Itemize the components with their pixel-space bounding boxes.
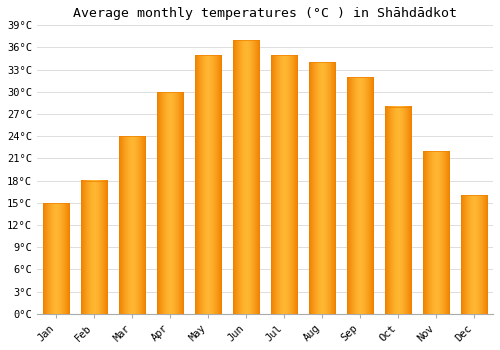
Bar (422, 151, 450, 314)
Bar (80, 181, 107, 314)
Bar (156, 92, 183, 314)
Bar (42, 203, 69, 314)
Bar (194, 55, 221, 314)
Bar (232, 40, 259, 314)
Bar (346, 77, 374, 314)
Bar (118, 136, 145, 314)
Bar (270, 55, 297, 314)
Bar (384, 107, 411, 314)
Bar (308, 62, 336, 314)
Bar (460, 195, 487, 314)
Title: Average monthly temperatures (°C ) in Shāhdādkot: Average monthly temperatures (°C ) in Sh… (73, 7, 457, 20)
